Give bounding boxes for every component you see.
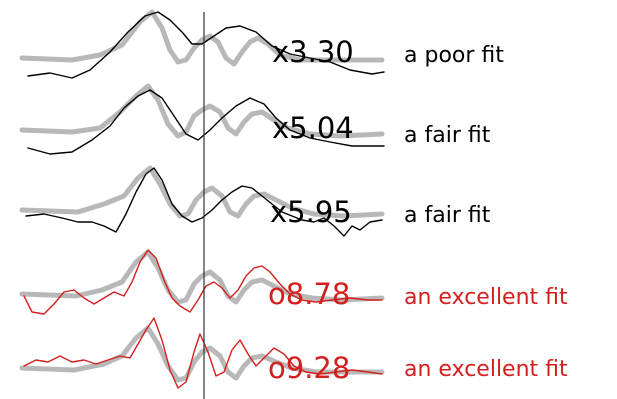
fit-quality-label: an excellent fit [404,357,568,382]
fit-row: x3.30 a poor fit [19,9,504,79]
fit-quality-label: a fair fit [404,123,491,148]
reference-waveform [19,9,385,67]
fit-score: x3.30 [272,35,354,69]
candidate-waveform [23,249,383,315]
fit-quality-label: an excellent fit [404,285,568,310]
candidate-waveform [27,11,385,79]
reference-waveform [19,325,385,383]
fit-quality-label: a fair fit [404,203,491,228]
fit-row: o9.28 an excellent fit [19,317,568,389]
fit-row: o8.78 an excellent fit [19,249,568,315]
candidate-waveform [23,317,383,389]
fit-row: x5.04 a fair fit [19,83,491,155]
reference-waveform [19,83,385,139]
fit-score: o8.78 [268,277,350,311]
fit-quality-label: a poor fit [404,43,504,68]
reference-waveform [19,165,385,219]
reference-waveform [19,249,385,305]
fit-score: x5.95 [270,195,352,229]
fit-score: x5.04 [272,111,354,145]
fit-score: o9.28 [268,351,350,385]
fit-row: x5.95 a fair fit [19,165,491,237]
candidate-waveform [25,167,383,237]
